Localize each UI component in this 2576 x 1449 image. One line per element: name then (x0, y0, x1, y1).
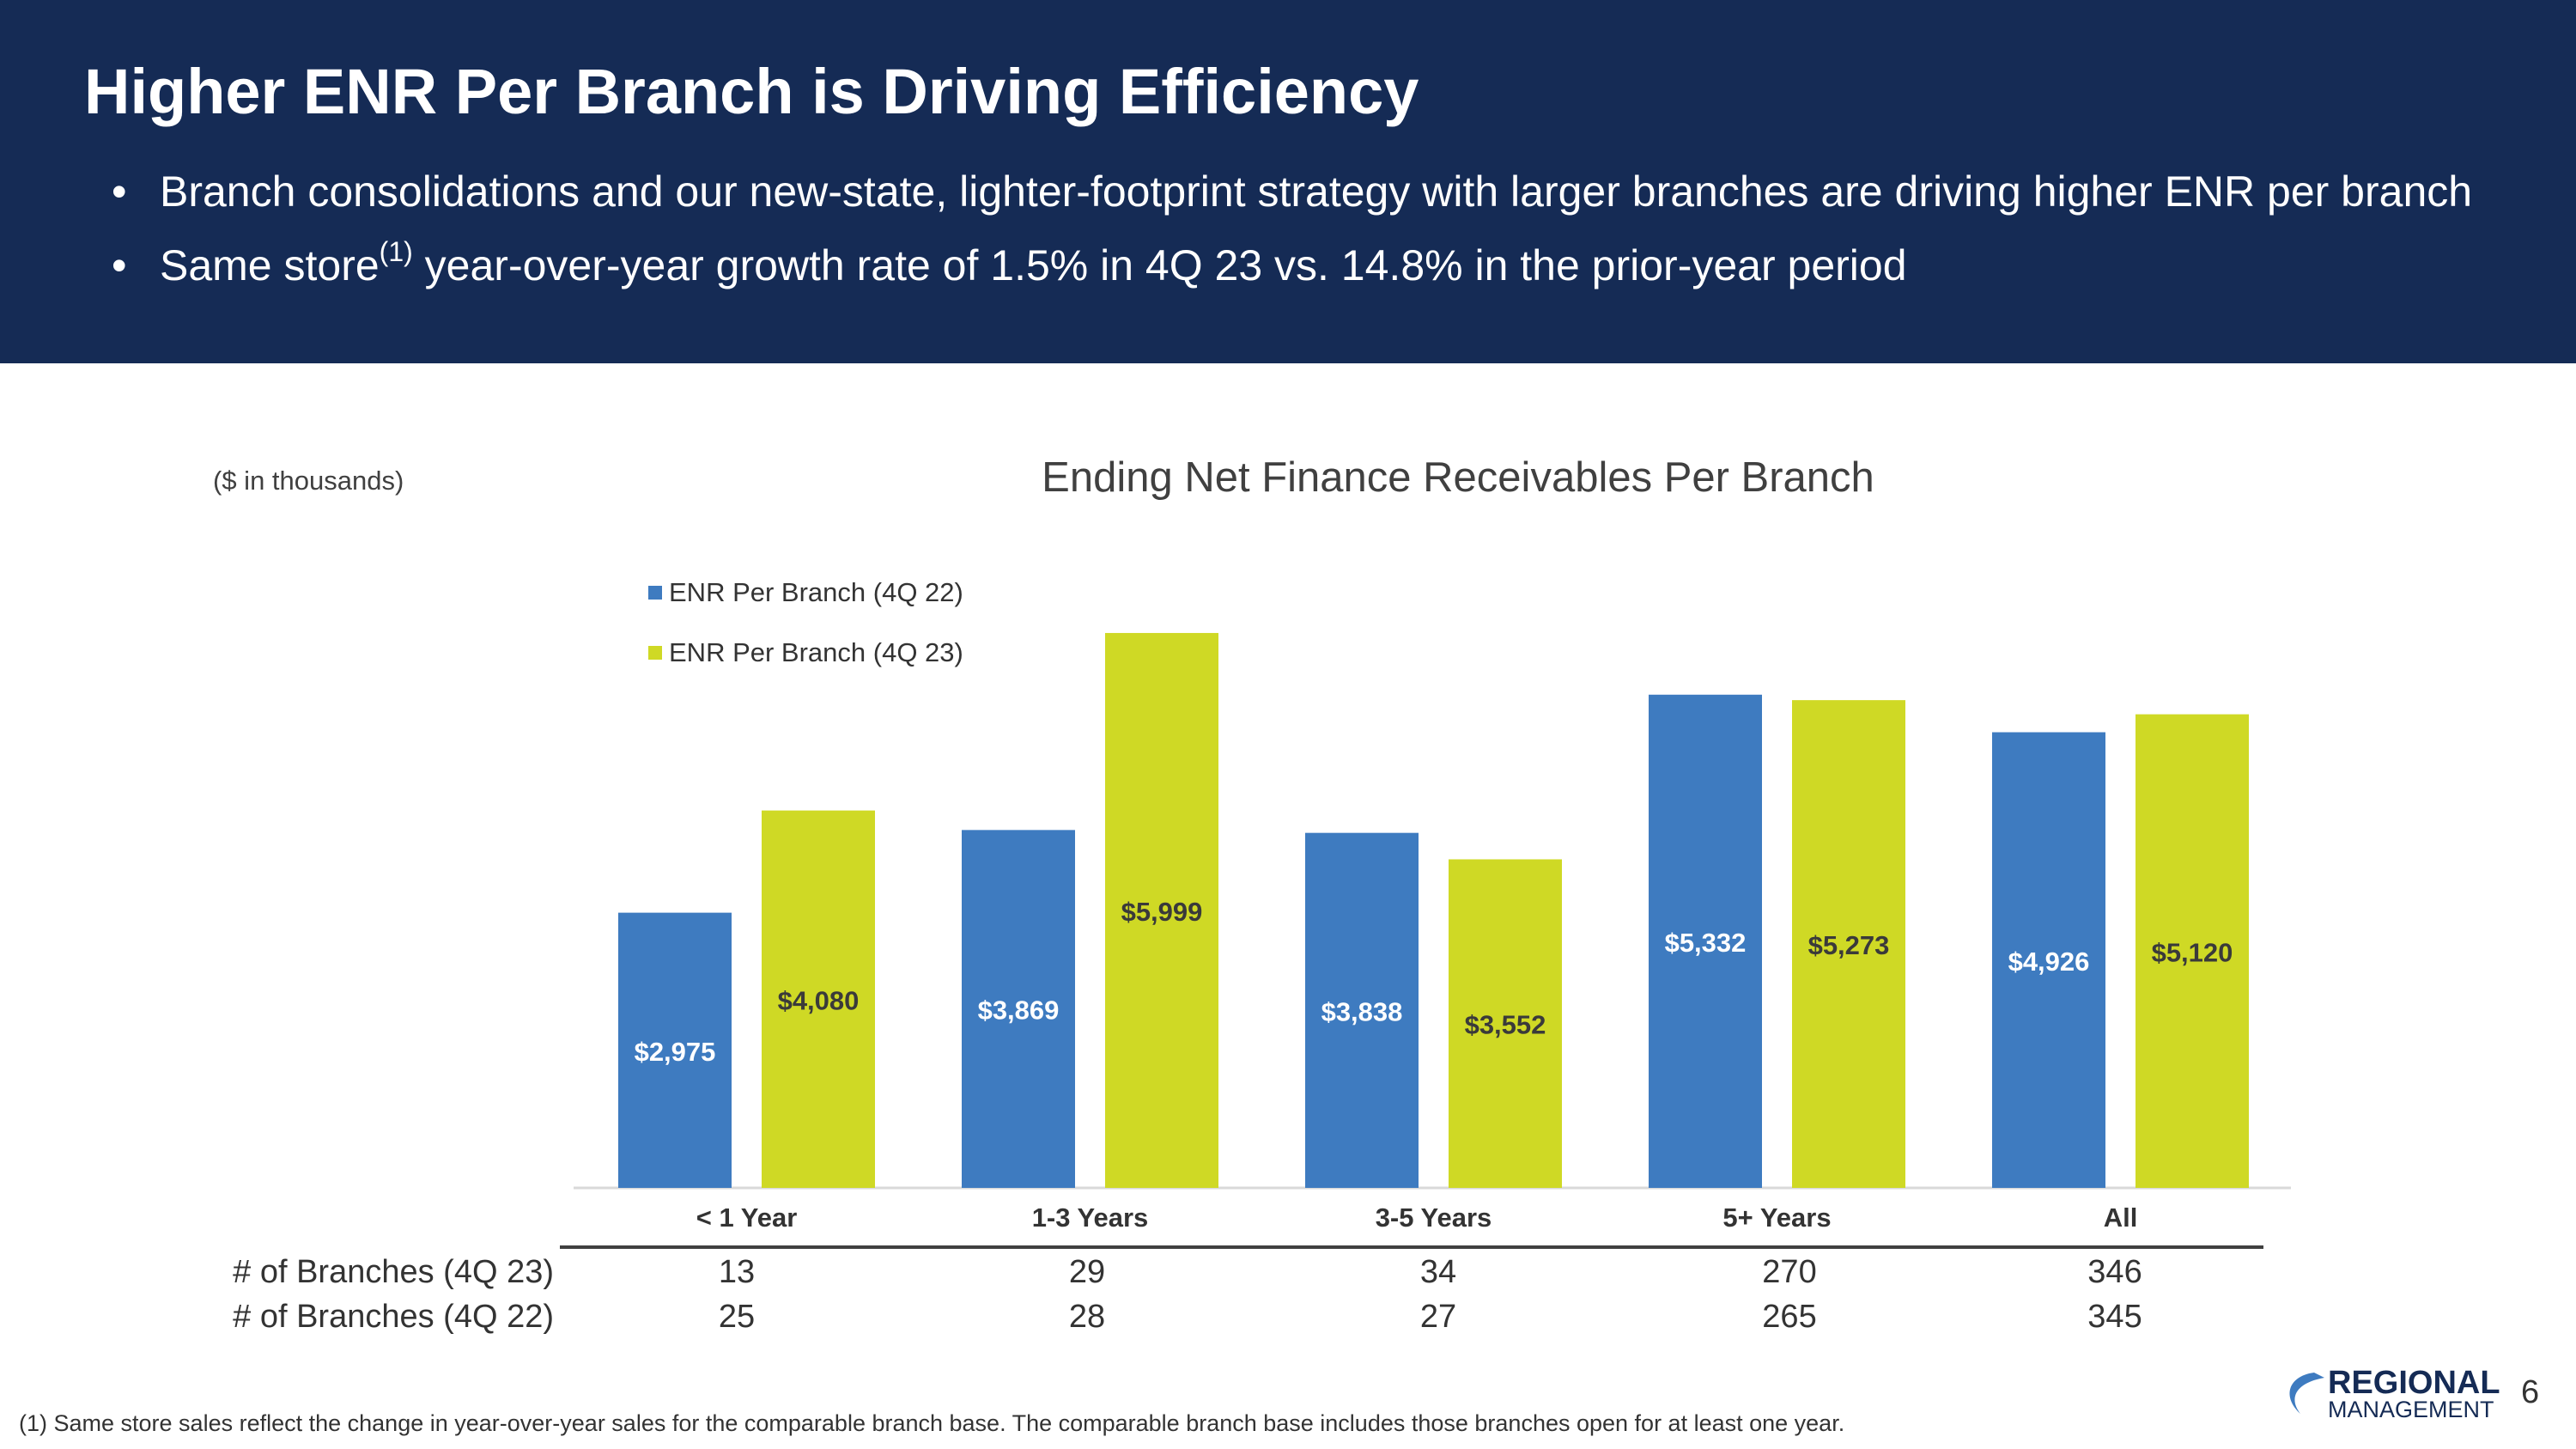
table-cell: 346 (2087, 1254, 2142, 1290)
company-logo: REGIONAL MANAGEMENT (2280, 1364, 2512, 1428)
bar-4q22 (1305, 832, 1419, 1188)
category-label: 1-3 Years (1032, 1202, 1149, 1233)
regional-logo-icon: REGIONAL MANAGEMENT (2289, 1365, 2500, 1422)
data-label: $3,838 (1321, 996, 1403, 1026)
bullet-item: • Branch consolidations and our new-state… (112, 155, 2472, 228)
bullet-text-post: year-over-year growth rate of 1.5% in 4Q… (412, 241, 1907, 289)
table-cell: 13 (718, 1254, 756, 1290)
logo-line1: REGIONAL (2328, 1365, 2500, 1401)
category-label: 5+ Years (1722, 1202, 1831, 1233)
category-label: < 1 Year (696, 1202, 798, 1233)
bullet-list: • Branch consolidations and our new-state… (112, 155, 2472, 302)
bar-4q22 (1649, 694, 1762, 1188)
row-label-4q22: # of Branches (4Q 22) (233, 1299, 554, 1335)
slide-title: Higher ENR Per Branch is Driving Efficie… (84, 56, 1419, 127)
bar-4q23 (2136, 714, 2249, 1188)
data-label: $4,926 (2008, 947, 2090, 977)
footnote-marker: (1) (379, 236, 413, 267)
bar-4q23 (762, 810, 875, 1188)
table-cell: 270 (1762, 1254, 1817, 1290)
table-cell: 28 (1068, 1299, 1106, 1335)
bar-4q22 (1992, 732, 2105, 1188)
table-cell: 34 (1419, 1254, 1457, 1290)
bar-4q23 (1449, 859, 1562, 1188)
bar-4q23 (1792, 700, 1905, 1188)
bar-4q22 (962, 830, 1075, 1188)
footnote: (1) Same store sales reflect the change … (19, 1410, 1845, 1436)
header-banner: Higher ENR Per Branch is Driving Efficie… (0, 0, 2576, 363)
bullet-item: • Same store(1) year-over-year growth rat… (112, 228, 2472, 302)
bar-4q23 (1105, 632, 1218, 1188)
data-label: $5,120 (2152, 937, 2233, 967)
bullet-dot-icon: • (112, 241, 127, 289)
data-label: $2,975 (635, 1037, 716, 1067)
table-cell: 29 (1068, 1254, 1106, 1290)
bullet-dot-icon: • (112, 167, 127, 216)
bullet-text: Branch consolidations and our new-state,… (160, 167, 2473, 216)
data-label: $5,332 (1665, 928, 1747, 958)
logo-line2: MANAGEMENT (2328, 1397, 2494, 1422)
data-label: $5,999 (1121, 897, 1203, 927)
row-label-4q23: # of Branches (4Q 23) (233, 1254, 554, 1290)
chart-title: Ending Net Finance Receivables Per Branc… (1042, 454, 1874, 501)
category-label: All (2104, 1202, 2138, 1233)
page-number: 6 (2521, 1374, 2540, 1410)
legend-swatch (648, 586, 662, 600)
bar-4q22 (618, 912, 732, 1188)
data-label: $3,552 (1465, 1010, 1546, 1040)
data-label: $4,080 (778, 985, 860, 1015)
category-label: 3-5 Years (1376, 1202, 1492, 1233)
table-cell: 27 (1419, 1299, 1457, 1335)
legend-label: ENR Per Branch (4Q 23) (669, 637, 963, 667)
legend-swatch (648, 646, 662, 660)
bullet-text-pre: Same store (160, 241, 380, 289)
data-label: $3,869 (978, 995, 1060, 1026)
data-label: $5,273 (1808, 930, 1890, 960)
table-cell: 265 (1762, 1299, 1817, 1335)
enr-bar-chart: Ending Net Finance Receivables Per Branc… (560, 454, 2291, 1249)
table-cell: 25 (718, 1299, 756, 1335)
legend-label: ENR Per Branch (4Q 22) (669, 577, 963, 607)
table-cell: 345 (2087, 1299, 2142, 1335)
units-note: ($ in thousands) (213, 466, 404, 496)
